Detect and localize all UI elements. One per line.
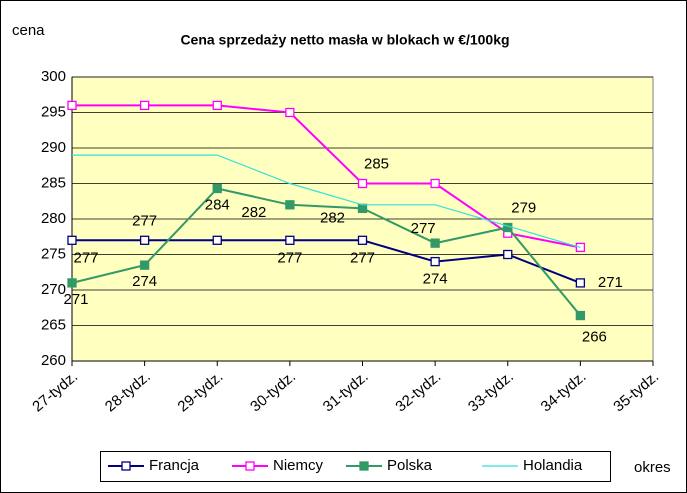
data-label: 274: [132, 273, 157, 290]
data-label: 285: [364, 155, 389, 172]
data-label: 277: [350, 249, 375, 266]
data-point: [212, 235, 222, 245]
series-line: [72, 239, 581, 284]
data-label: 277: [73, 249, 98, 266]
y-tick-label: 290: [41, 139, 66, 156]
data-label: 282: [241, 204, 266, 221]
legend-label: Francja: [149, 457, 200, 474]
data-label: 274: [423, 271, 448, 288]
y-tick-label: 295: [41, 103, 66, 120]
data-point: [357, 178, 368, 189]
data-point: [67, 235, 77, 245]
y-axis-label: cena: [12, 22, 45, 39]
chart-title: Cena sprzedaży netto masła w blokach w €…: [180, 32, 509, 48]
legend-label: Niemcy: [273, 457, 324, 474]
data-point: [67, 278, 77, 288]
data-label: 279: [511, 199, 536, 216]
series-line: [72, 154, 581, 248]
y-tick-label: 280: [41, 210, 66, 227]
data-point: [212, 100, 222, 111]
data-point: [285, 107, 295, 118]
data-label: 282: [320, 209, 345, 226]
y-tick-label: 270: [41, 281, 66, 298]
legend-marker: [359, 461, 369, 471]
data-point: [139, 260, 150, 270]
data-label: 284: [205, 196, 230, 213]
y-tick-label: 265: [41, 316, 66, 333]
series-line: [72, 104, 581, 249]
data-point: [430, 238, 440, 248]
y-tick-label: 300: [41, 68, 66, 85]
data-point: [357, 203, 368, 214]
data-point: [575, 310, 586, 321]
data-point: [503, 249, 513, 260]
data-point: [285, 235, 295, 245]
legend-marker: [121, 461, 131, 471]
data-point: [139, 235, 150, 245]
data-label: 266: [582, 329, 607, 346]
data-point: [575, 278, 586, 288]
legend-label: Polska: [387, 457, 433, 474]
y-tick-label: 275: [41, 245, 66, 262]
data-label: 277: [411, 220, 436, 237]
data-label: 271: [598, 274, 623, 291]
y-tick-label: 285: [41, 174, 66, 191]
data-point: [67, 100, 77, 111]
data-label: 277: [132, 212, 157, 229]
x-axis-label: okres: [634, 459, 671, 476]
series-line: [71, 187, 582, 317]
data-point: [430, 178, 440, 189]
data-label: 271: [63, 291, 88, 308]
y-tick-label: 260: [41, 352, 66, 369]
data-point: [139, 100, 150, 111]
data-point: [212, 183, 222, 194]
legend-label: Holandia: [523, 457, 583, 474]
data-point: [357, 235, 368, 245]
legend-marker: [245, 461, 255, 471]
data-point: [285, 200, 295, 210]
data-label: 277: [277, 249, 302, 266]
data-point: [430, 256, 440, 267]
